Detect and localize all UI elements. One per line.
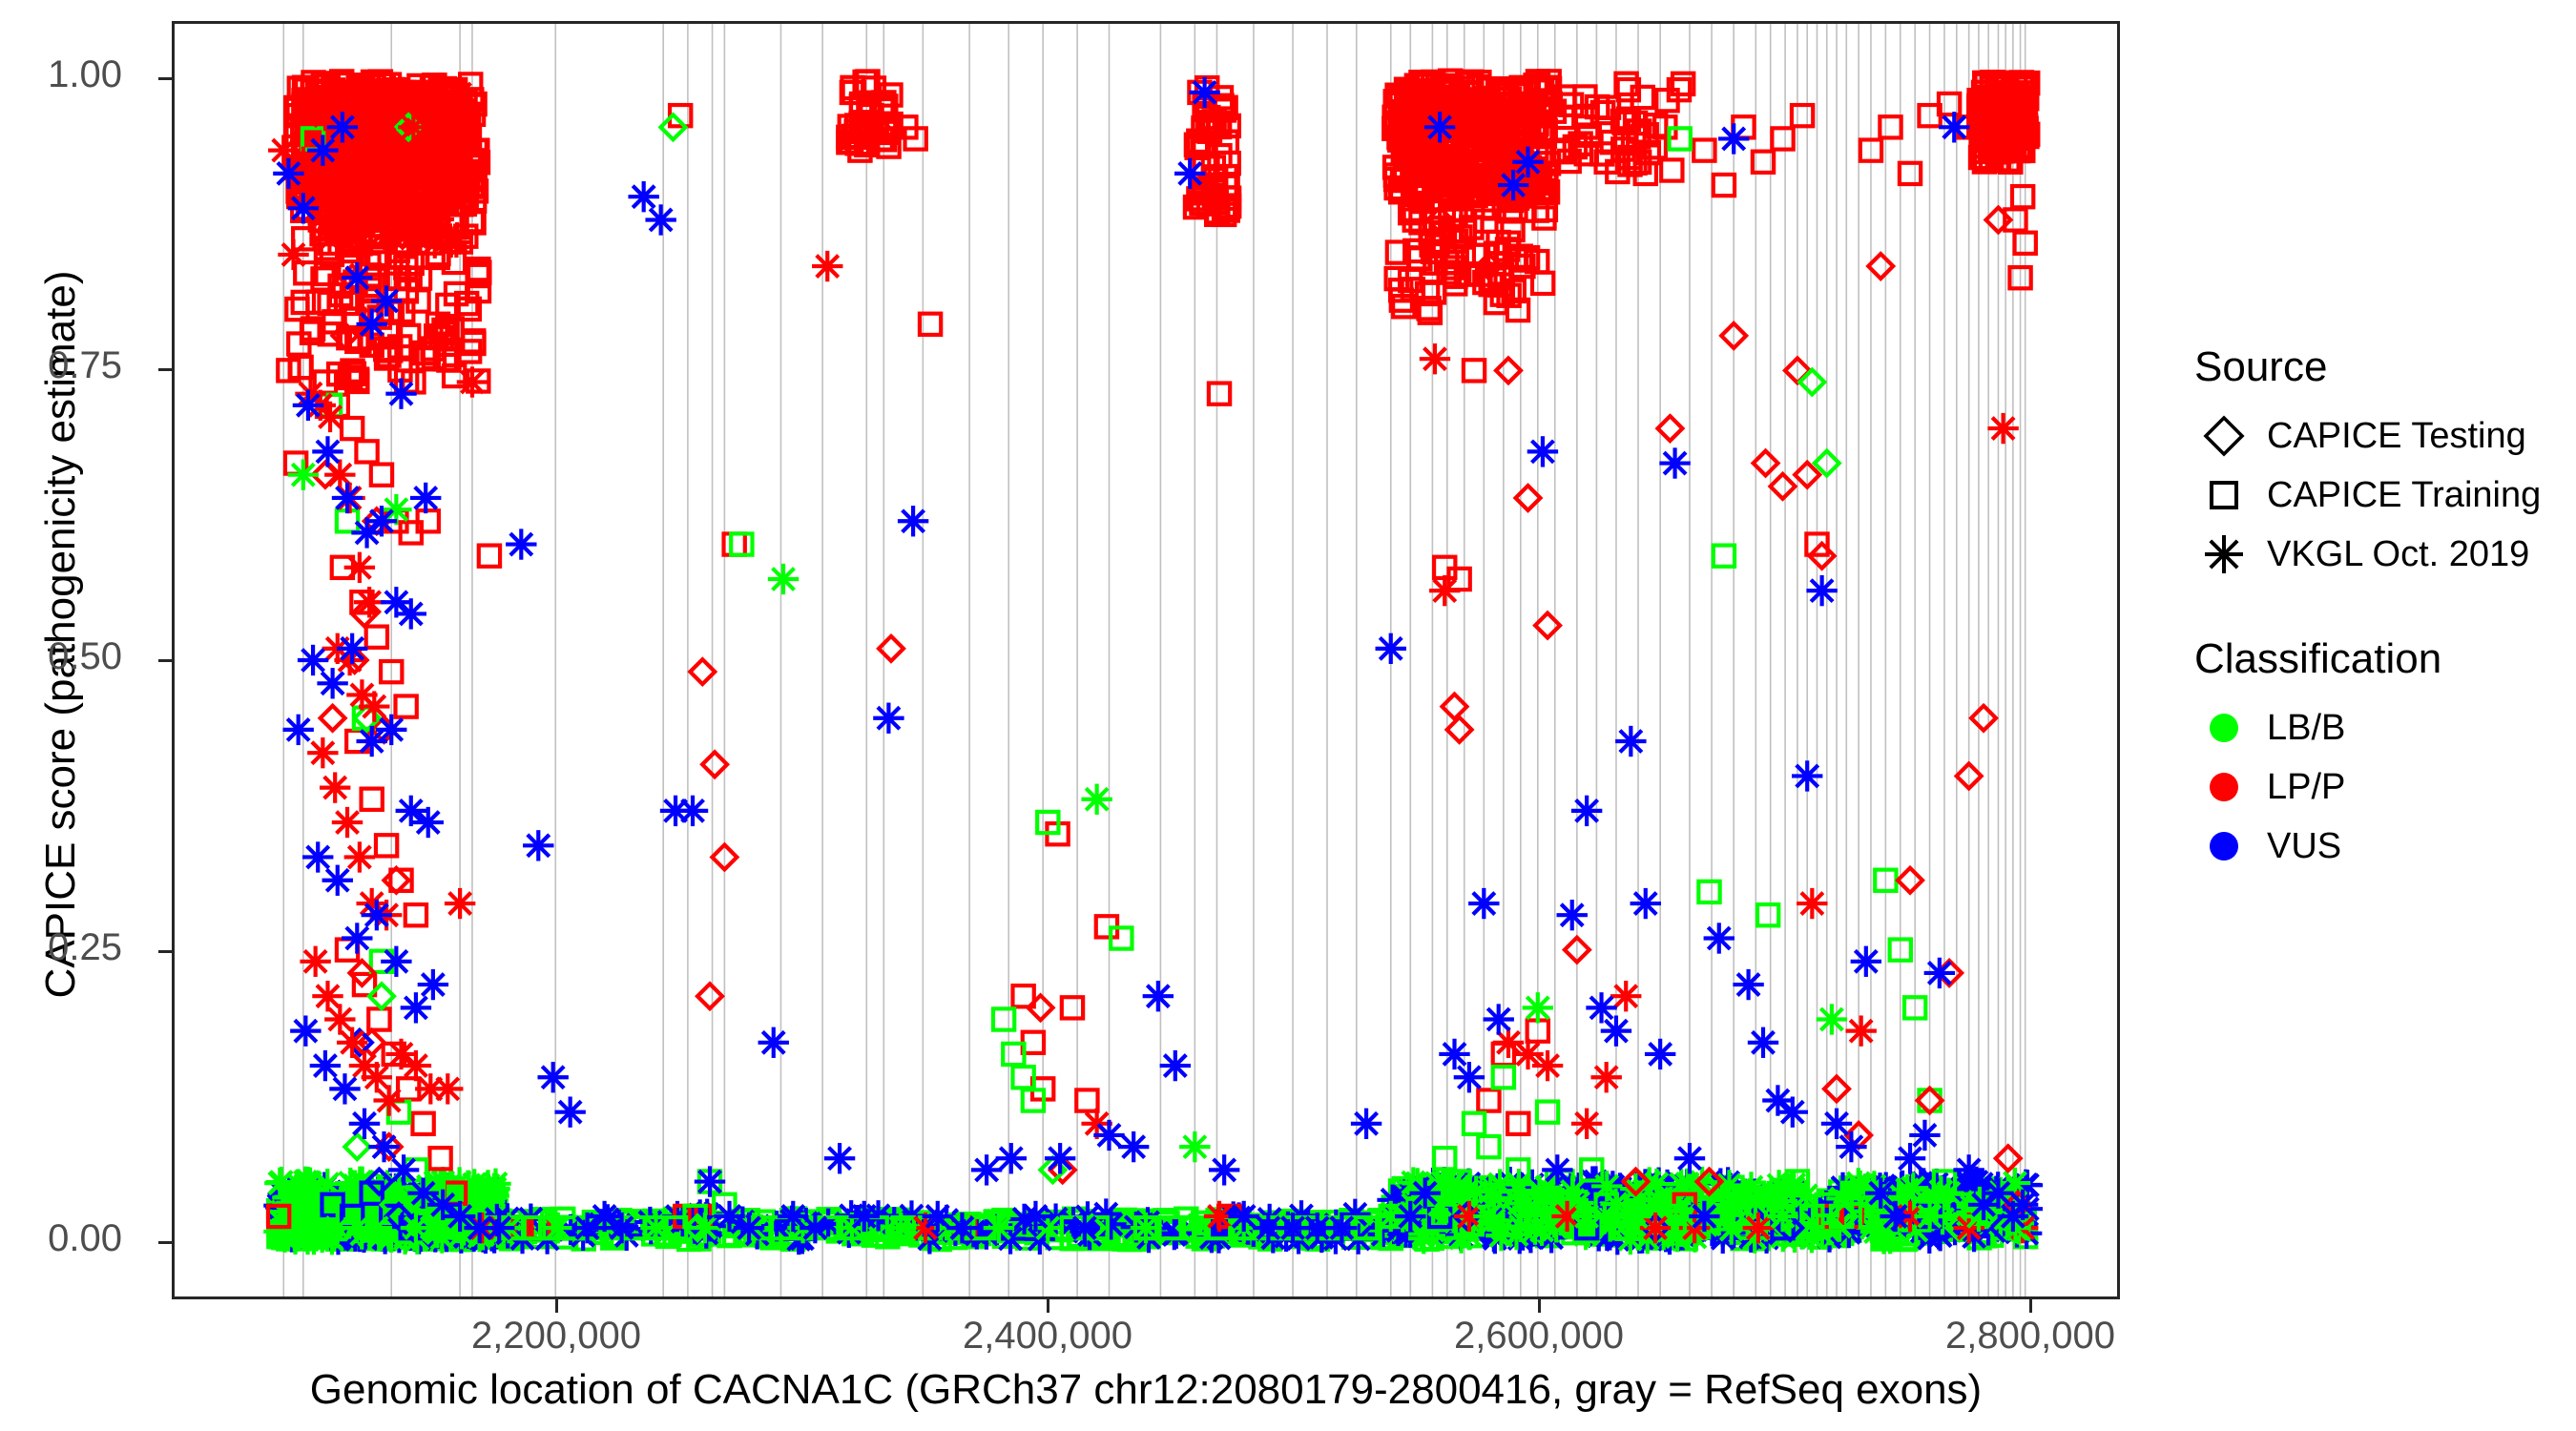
asterisk-icon xyxy=(2205,535,2243,573)
legend-classification: Classification LB/B LP/P VUS xyxy=(2194,635,2557,876)
circle-icon xyxy=(2210,714,2238,742)
series-diamond-lbb xyxy=(342,112,2033,1244)
legend-item-capice-training[interactable]: CAPICE Training xyxy=(2194,466,2557,525)
x-tick-mark xyxy=(1047,1299,1049,1313)
legend-title: Classification xyxy=(2194,635,2442,682)
plot-area xyxy=(263,24,2044,1296)
legend-key xyxy=(2194,757,2254,817)
legend-label: CAPICE Training xyxy=(2267,474,2542,515)
legend-key xyxy=(2194,698,2254,757)
y-tick-mark xyxy=(158,659,172,662)
diamond-icon xyxy=(2203,415,2245,457)
y-tick-mark xyxy=(158,77,172,80)
x-tick-label: 2,200,000 xyxy=(471,1315,641,1357)
x-tick-label: 2,600,000 xyxy=(1454,1315,1624,1357)
legend-label: LP/P xyxy=(2267,766,2346,807)
legend-key xyxy=(2194,525,2254,584)
legend-label: LB/B xyxy=(2267,707,2346,748)
legend-item-capice-testing[interactable]: CAPICE Testing xyxy=(2194,406,2557,466)
legend-label: VKGL Oct. 2019 xyxy=(2267,533,2530,574)
y-tick-mark xyxy=(158,1241,172,1244)
series-asterisk-lpp xyxy=(268,76,2039,1244)
refseq-exon-lines xyxy=(282,24,2026,1296)
y-tick-label: 0.00 xyxy=(48,1217,122,1259)
legend-label: CAPICE Testing xyxy=(2267,415,2526,456)
y-tick-label: 0.75 xyxy=(48,344,122,386)
x-tick-label: 2,800,000 xyxy=(1945,1315,2115,1357)
square-icon xyxy=(2210,481,2238,509)
legend-item-vkgl-oct-2019[interactable]: VKGL Oct. 2019 xyxy=(2194,525,2557,584)
y-tick-label: 0.25 xyxy=(48,926,122,968)
legend-label: VUS xyxy=(2267,825,2342,866)
scatter-points xyxy=(263,68,2044,1255)
y-tick-label: 1.00 xyxy=(48,53,122,95)
series-asterisk-vus xyxy=(273,76,2039,1244)
legend-key xyxy=(2194,406,2254,466)
circle-icon xyxy=(2210,832,2238,861)
circle-icon xyxy=(2210,773,2238,801)
series-square-lbb xyxy=(300,126,2031,1241)
legend-key xyxy=(2194,817,2254,876)
legend-item-lb-b[interactable]: LB/B xyxy=(2194,698,2557,757)
legend-item-lp-p[interactable]: LP/P xyxy=(2194,757,2557,817)
y-tick-mark xyxy=(158,368,172,371)
legend-container: Source CAPICE Testing CAPICE Training VKGL … xyxy=(2194,343,2557,927)
x-tick-mark xyxy=(1538,1299,1541,1313)
legend-key xyxy=(2194,466,2254,525)
legend-source: Source CAPICE Testing CAPICE Training VKGL … xyxy=(2194,343,2557,584)
x-tick-label: 2,400,000 xyxy=(963,1315,1132,1357)
x-tick-mark xyxy=(2029,1299,2032,1313)
y-tick-label: 0.50 xyxy=(48,635,122,677)
plot-panel xyxy=(172,21,2120,1299)
x-tick-mark xyxy=(555,1299,558,1313)
legend-item-vus[interactable]: VUS xyxy=(2194,817,2557,876)
x-axis-label: Genomic location of CACNA1C (GRCh37 chr1… xyxy=(309,1366,1983,1413)
legend-title: Source xyxy=(2194,343,2328,390)
y-axis-label: CAPICE score (pathogenicity estimate) xyxy=(37,270,84,999)
y-tick-mark xyxy=(158,950,172,953)
series-density-cloud xyxy=(263,68,2044,1255)
series-asterisk-lbb xyxy=(287,459,2031,1244)
